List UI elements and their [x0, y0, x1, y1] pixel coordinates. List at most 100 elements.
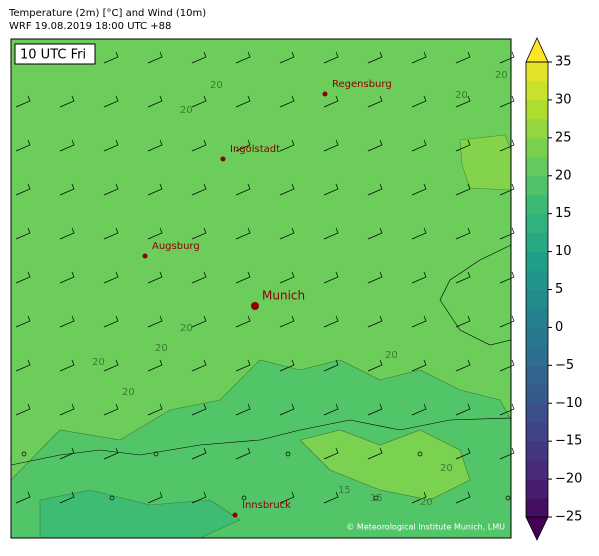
wind-barb [279, 95, 295, 108]
wind-barb [411, 359, 427, 372]
wind-barb [367, 315, 383, 328]
colorbar-band [526, 232, 548, 253]
wind-barb [367, 139, 383, 152]
wind-barb [59, 183, 75, 196]
calm-wind [241, 495, 247, 501]
wind-barb [455, 227, 471, 240]
contour-label: 20 [122, 387, 135, 398]
city-marker [220, 156, 226, 162]
wind-barb [59, 359, 75, 372]
wind-barb [455, 95, 471, 108]
colorbar-band [526, 441, 548, 461]
wind-barb [499, 95, 515, 108]
wind-barb [103, 315, 119, 328]
wind-barb [191, 359, 207, 372]
wind-barb [103, 403, 119, 416]
colorbar-band [526, 251, 548, 272]
city-marker [251, 302, 259, 310]
wind-barb [455, 51, 471, 64]
wind-barb [367, 227, 383, 240]
wind-barb [191, 227, 207, 240]
wind-barb [191, 271, 207, 284]
colorbar-tick-label: 30 [555, 92, 572, 107]
contour-label: 20 [495, 70, 508, 81]
wind-barb [411, 491, 427, 504]
wind-barb [455, 271, 471, 284]
wind-barb [499, 139, 515, 152]
colorbar-band [526, 289, 548, 309]
colorbar-band [526, 270, 548, 290]
valley-area [299, 429, 471, 501]
city-marker [142, 253, 148, 259]
wind-barb [323, 447, 339, 460]
colorbar-band [526, 156, 548, 177]
wind-barb [499, 271, 515, 284]
wind-barb [191, 447, 207, 460]
contour-label: 20 [420, 497, 433, 508]
calm-wind [505, 495, 511, 501]
wind-barb [235, 183, 251, 196]
wind-barb [103, 447, 119, 460]
wind-barb [235, 227, 251, 240]
wind-barb [191, 51, 207, 64]
wind-barb [147, 183, 163, 196]
wind-barb [279, 491, 295, 504]
wind-barb [235, 359, 251, 372]
colorbar-band [526, 346, 548, 366]
wind-barb [191, 403, 207, 416]
city-name: Munich [262, 289, 305, 303]
wind-barb [499, 51, 515, 64]
wind-barb [103, 271, 119, 284]
wind-barb [15, 139, 31, 152]
wind-barb [455, 359, 471, 372]
contour-label: 20 [180, 323, 193, 334]
wind-barb [103, 51, 119, 64]
wind-barb [59, 95, 75, 108]
wind-barb [411, 95, 427, 108]
colorbar-band [526, 384, 548, 404]
wind-barb [59, 491, 75, 504]
colorbar-tick-label: −10 [555, 396, 582, 411]
wind-barb [235, 447, 251, 460]
wind-barb [323, 491, 339, 504]
wind-barb [367, 51, 383, 64]
time-label: 10 UTC Fri [20, 48, 86, 63]
wind-barb [499, 447, 515, 460]
contour-label: 20 [92, 357, 105, 368]
wind-barb [59, 271, 75, 284]
calm-wind [373, 495, 379, 501]
wind-barb [455, 139, 471, 152]
wind-barb [411, 403, 427, 416]
wind-barb [499, 315, 515, 328]
colorbar-tick-label: 10 [555, 244, 572, 259]
colorbar-extend-max [525, 37, 549, 63]
wind-barb [147, 403, 163, 416]
colorbar-tick-label: 25 [555, 130, 572, 145]
subtitle: WRF 19.08.2019 18:00 UTC +88 [9, 21, 171, 32]
map-frame [10, 38, 512, 539]
colorbar-band [526, 422, 548, 442]
wind-barb [59, 447, 75, 460]
time-box [14, 43, 96, 65]
wind-barb [279, 403, 295, 416]
wind-barb [15, 183, 31, 196]
city-marker [322, 91, 328, 97]
wind-barb [323, 359, 339, 372]
colorbar-tick-label: −20 [555, 472, 582, 487]
wind-barb [191, 95, 207, 108]
wind-barb [411, 183, 427, 196]
city-name: Augsburg [152, 241, 200, 252]
wind-barb [367, 403, 383, 416]
wind-barb [323, 271, 339, 284]
city-name: Innsbruck [242, 500, 291, 511]
wind-barb [235, 315, 251, 328]
city-name: Ingolstadt [230, 144, 280, 155]
contour-label: 20 [455, 90, 468, 101]
wind-barb [191, 183, 207, 196]
contour-label: 15 [370, 493, 383, 504]
colorbar-tick-label: 0 [555, 320, 563, 335]
contour-label: 20 [385, 350, 398, 361]
wind-barb [235, 95, 251, 108]
colorbar-band [526, 365, 548, 385]
wind-barb [411, 51, 427, 64]
